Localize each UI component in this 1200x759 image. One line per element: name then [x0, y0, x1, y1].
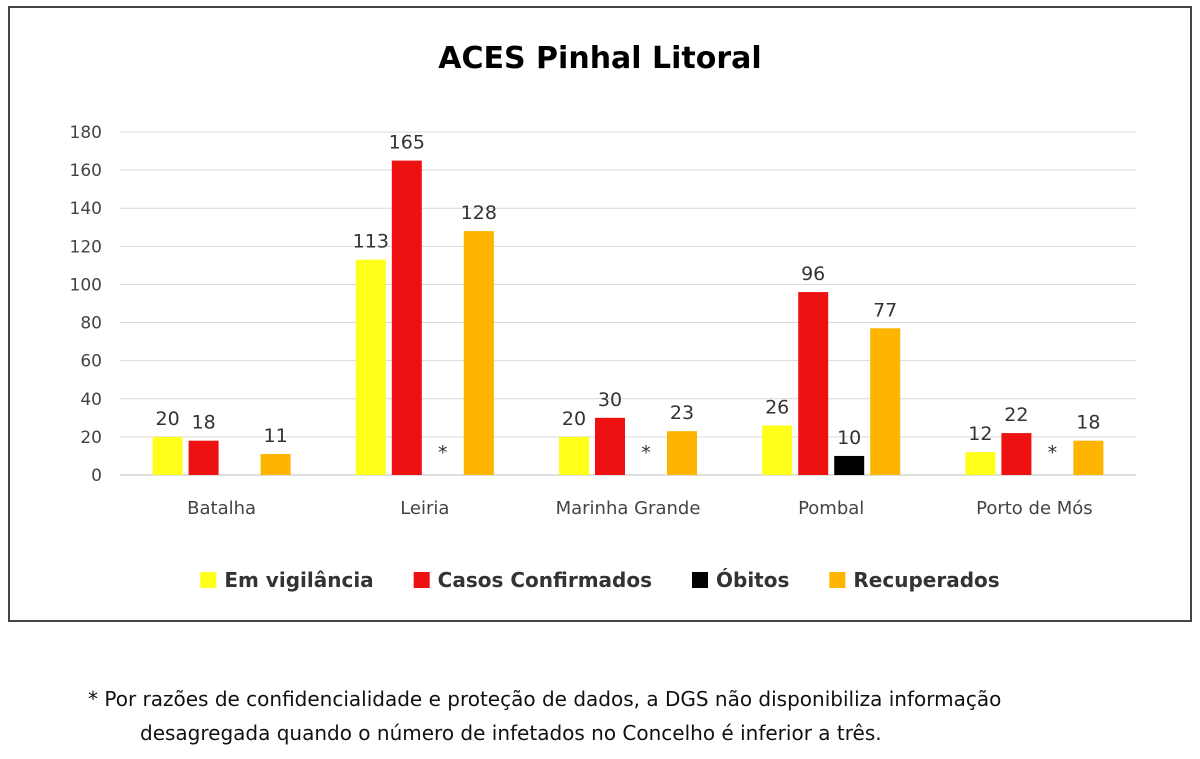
data-label: 12	[968, 423, 992, 445]
bar	[798, 292, 829, 475]
y-tick-label: 20	[80, 428, 102, 448]
data-label: 165	[389, 132, 425, 154]
data-label: 113	[353, 231, 389, 253]
data-label: 26	[765, 396, 789, 418]
data-label: *	[438, 442, 448, 464]
y-tick-label: 180	[70, 123, 102, 143]
x-category-label: Marinha Grande	[556, 498, 701, 519]
x-axis-categories: Batalha Leiria Marinha Grande Pombal Porto d…	[187, 498, 1093, 519]
gridlines	[120, 131, 1136, 476]
chart-frame: ACES Pinhal Litoral 0 20 40 60 80 100 120 140 16…	[8, 6, 1192, 622]
y-tick-label: 120	[70, 237, 102, 257]
bar	[260, 454, 291, 475]
legend-label: Casos Confirmados	[438, 568, 652, 592]
legend: Em vigilância Casos Confirmados Óbitos Recu…	[200, 568, 1000, 592]
data-label: 77	[873, 299, 897, 321]
y-tick-label: 140	[70, 199, 102, 219]
legend-swatch	[829, 572, 846, 588]
y-tick-label: 100	[70, 275, 102, 295]
legend-label: Óbitos	[716, 568, 789, 592]
bar	[152, 436, 183, 475]
y-axis-ticks: 0 20 40 60 80 100 120 140 160 180	[70, 123, 102, 486]
y-tick-label: 80	[80, 314, 102, 334]
data-label: 11	[264, 425, 288, 447]
data-label: *	[641, 442, 651, 464]
bar	[188, 440, 219, 475]
x-category-label: Porto de Mós	[976, 498, 1093, 519]
x-category-label: Batalha	[187, 498, 256, 519]
bar	[463, 231, 494, 475]
data-label: 22	[1004, 404, 1028, 426]
bar	[391, 160, 422, 476]
legend-swatch	[200, 572, 217, 588]
y-tick-label: 60	[80, 352, 102, 372]
data-label: *	[1048, 442, 1058, 464]
y-tick-label: 160	[70, 161, 102, 181]
legend-swatch	[413, 572, 430, 588]
data-label: 18	[192, 412, 216, 434]
data-label: 96	[801, 263, 825, 285]
x-category-label: Leiria	[400, 498, 449, 519]
y-tick-label: 0	[91, 466, 102, 486]
data-label: 30	[598, 389, 622, 411]
data-label: 20	[156, 408, 180, 430]
data-labels: 20 18 11 113 165 * 128 20 30 * 23 26 96 10 77 12 22 * 18	[156, 132, 1101, 464]
bar	[355, 259, 386, 475]
bar	[559, 436, 589, 475]
legend-label: Recuperados	[853, 568, 999, 592]
bar	[1001, 433, 1032, 475]
legend-label: Em vigilância	[224, 568, 373, 592]
bar	[834, 455, 865, 475]
y-tick-label: 40	[80, 390, 102, 410]
data-label: 10	[837, 427, 861, 449]
chart-title: ACES Pinhal Litoral	[438, 41, 761, 76]
bar	[1073, 440, 1104, 475]
bar-chart: ACES Pinhal Litoral 0 20 40 60 80 100 120 140 16…	[70, 41, 1136, 592]
bar	[965, 452, 996, 475]
bar	[762, 425, 793, 475]
data-label: 20	[562, 408, 586, 430]
footnote-line-1: * Por razões de confidencialidade e prot…	[88, 687, 1002, 711]
data-label: 23	[670, 402, 694, 424]
bars	[152, 160, 1104, 476]
data-label: 18	[1076, 412, 1100, 434]
footnote-line-2: desagregada quando o número de infetados…	[140, 721, 882, 745]
bar	[667, 431, 697, 475]
bar	[595, 417, 625, 475]
legend-swatch	[692, 572, 708, 588]
x-category-label: Pombal	[798, 498, 864, 519]
data-label: 128	[461, 202, 497, 224]
bar	[870, 328, 901, 475]
